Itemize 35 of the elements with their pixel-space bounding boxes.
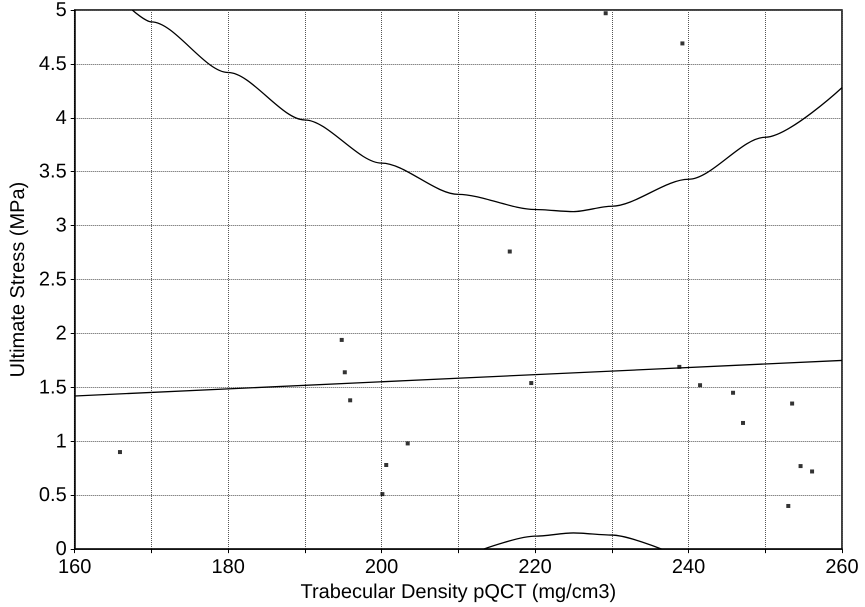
point bbox=[790, 402, 794, 406]
point bbox=[741, 420, 746, 425]
point bbox=[348, 398, 352, 402]
point bbox=[786, 504, 790, 508]
point bbox=[529, 381, 534, 386]
point bbox=[384, 463, 388, 467]
x-tick-label: 240 bbox=[672, 556, 706, 578]
x-tick-label: 220 bbox=[518, 556, 552, 578]
y-tick-label: 2.5 bbox=[38, 268, 67, 291]
y-tick-label: 4 bbox=[56, 106, 67, 129]
x-tick-label: 260 bbox=[825, 556, 859, 578]
point bbox=[118, 450, 122, 454]
point bbox=[380, 492, 384, 496]
y-tick-label: 1 bbox=[56, 430, 67, 452]
y-tick-label: 3 bbox=[56, 214, 67, 237]
y-tick-label: 2 bbox=[56, 322, 67, 344]
x-tick-label: 180 bbox=[211, 556, 245, 578]
y-tick-label: 1.5 bbox=[38, 376, 67, 398]
point bbox=[406, 441, 410, 446]
point bbox=[508, 250, 512, 254]
x-tick-label: 200 bbox=[364, 556, 398, 578]
point bbox=[680, 41, 684, 46]
point bbox=[340, 338, 344, 342]
y-axis-title: Ultimate Stress (MPa) bbox=[7, 182, 29, 378]
x-axis-title: Trabecular Density pQCT (mg/cm3) bbox=[300, 581, 616, 603]
y-tick-label: 5 bbox=[56, 0, 67, 21]
point bbox=[342, 370, 347, 374]
point bbox=[604, 11, 608, 16]
point bbox=[810, 469, 814, 474]
point bbox=[698, 383, 702, 388]
point bbox=[798, 464, 803, 468]
point bbox=[731, 390, 736, 395]
y-tick-label: 0.5 bbox=[38, 484, 67, 506]
y-tick-label: 4.5 bbox=[38, 52, 67, 75]
y-tick-label: 3.5 bbox=[38, 160, 67, 183]
